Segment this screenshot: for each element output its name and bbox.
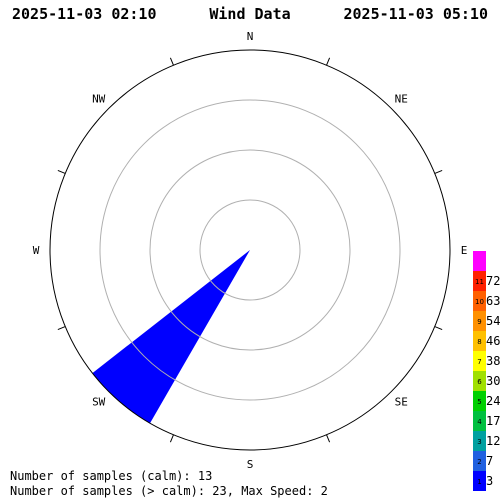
scale-label-10: 72	[486, 274, 500, 288]
chart-title: Wind Data	[209, 5, 291, 23]
tick-13	[57, 169, 66, 174]
scale-cell-3	[473, 411, 486, 431]
scale-cell-label-3: 4	[477, 418, 482, 426]
scale-label-7: 46	[486, 334, 500, 348]
scale-cell-1	[473, 451, 486, 471]
scale-cell-label-0: 1	[477, 478, 481, 486]
direction-label-sw: SW	[92, 395, 106, 408]
tick-15	[169, 57, 174, 66]
speed-ring-2	[149, 149, 351, 351]
scale-cell-4	[473, 391, 486, 411]
scale-label-9: 63	[486, 294, 500, 308]
scale-cell-0	[473, 471, 486, 491]
direction-label-ne: NE	[395, 93, 408, 106]
direction-label-n: N	[247, 30, 254, 43]
scale-cell-5	[473, 371, 486, 391]
tick-11	[57, 326, 66, 331]
direction-label-nw: NW	[92, 93, 106, 106]
end-time: 2025-11-03 05:10	[343, 5, 489, 23]
direction-label-s: S	[247, 458, 254, 471]
scale-cell-label-7: 8	[477, 338, 481, 346]
scale-cell-label-8: 9	[477, 318, 481, 326]
start-time: 2025-11-03 02:10	[12, 5, 157, 23]
tick-7	[326, 434, 331, 443]
outer-ring	[49, 49, 451, 451]
wind-sector-0	[92, 250, 251, 424]
direction-label-w: W	[33, 244, 40, 257]
speed-ring-1	[199, 199, 301, 301]
scale-cell-label-6: 7	[477, 358, 481, 366]
scale-cell-8	[473, 311, 486, 331]
scale-cell-label-5: 6	[477, 378, 482, 386]
scale-cell-label-9: 10	[475, 298, 484, 306]
direction-label-e: E	[461, 244, 468, 257]
samples-text: Number of samples (> calm): 23, Max Spee…	[10, 484, 328, 498]
scale-cell-label-1: 2	[477, 458, 481, 466]
scale-label-6: 38	[486, 354, 500, 368]
calm-samples-text: Number of samples (calm): 13	[10, 469, 213, 483]
tick-9	[169, 434, 174, 443]
scale-label-5: 30	[486, 374, 500, 388]
scale-cell-9	[473, 291, 486, 311]
scale-label-4: 24	[486, 394, 500, 408]
scale-cell-10	[473, 271, 486, 291]
speed-ring-3	[99, 99, 401, 401]
direction-label-se: SE	[395, 395, 408, 408]
scale-label-3: 17	[486, 414, 500, 428]
scale-label-1: 7	[486, 454, 493, 468]
scale-cell-label-4: 5	[477, 398, 481, 406]
scale-cell-11	[473, 251, 486, 271]
scale-label-2: 12	[486, 434, 500, 448]
tick-5	[434, 326, 443, 331]
tick-1	[326, 57, 331, 66]
scale-cell-7	[473, 331, 486, 351]
scale-label-8: 54	[486, 314, 500, 328]
scale-cell-6	[473, 351, 486, 371]
scale-cell-label-2: 3	[477, 438, 481, 446]
scale-label-0: 3	[486, 474, 493, 488]
tick-3	[434, 169, 443, 174]
scale-cell-label-10: 11	[475, 278, 484, 286]
scale-cell-2	[473, 431, 486, 451]
